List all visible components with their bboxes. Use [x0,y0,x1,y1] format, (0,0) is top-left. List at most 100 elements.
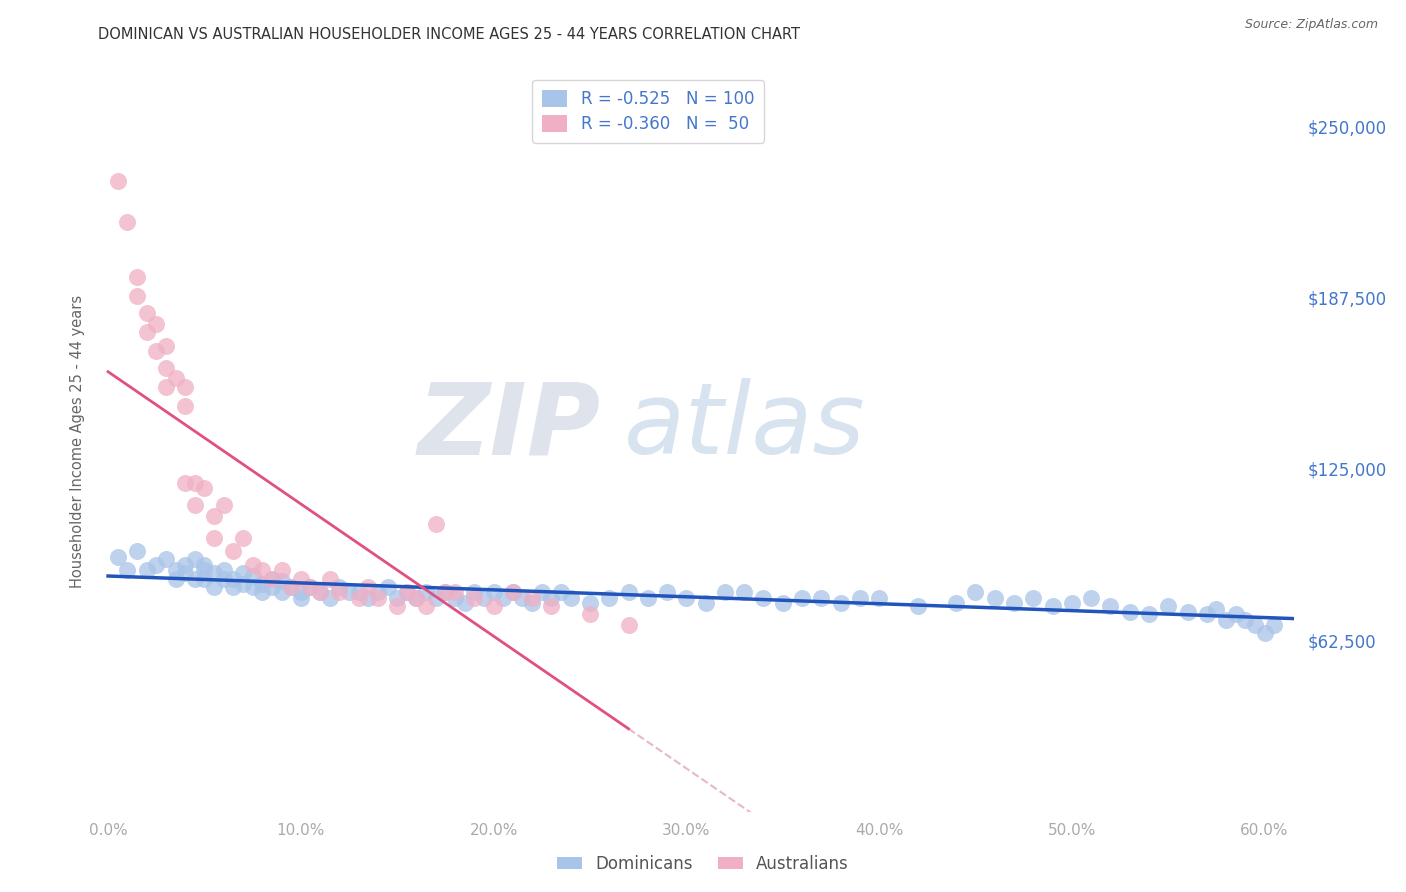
Point [328,585,350,599]
Point [347,591,370,605]
Point [965,585,987,599]
Point [155,338,177,352]
Point [560,591,582,605]
Point [425,516,447,531]
Point [1022,591,1045,605]
Point [1080,591,1102,605]
Point [232,566,254,581]
Point [1099,599,1122,613]
Point [270,574,292,589]
Point [675,591,697,605]
Point [232,531,254,545]
Point [145,558,167,572]
Point [1215,613,1237,627]
Point [252,585,274,599]
Point [849,591,872,605]
Point [212,572,235,586]
Point [337,585,360,599]
Point [155,380,177,394]
Point [260,572,283,586]
Point [444,585,467,599]
Point [117,563,139,577]
Point [165,371,187,385]
Point [579,596,602,610]
Point [242,569,264,583]
Point [415,599,437,613]
Point [1157,599,1180,613]
Point [145,344,167,359]
Point [145,317,167,331]
Point [434,585,457,599]
Point [107,549,129,564]
Point [1177,605,1199,619]
Point [357,580,380,594]
Point [125,544,148,558]
Point [184,572,207,586]
Point [405,591,427,605]
Point [395,585,418,599]
Point [184,498,207,512]
Point [165,572,187,586]
Point [125,289,148,303]
Point [1060,596,1083,610]
Point [202,531,225,545]
Point [155,552,177,566]
Point [184,475,207,490]
Point [617,618,640,632]
Point [945,596,967,610]
Point [907,599,929,613]
Point [202,508,225,523]
Point [232,577,254,591]
Point [637,591,659,605]
Point [444,591,467,605]
Point [415,585,437,599]
Point [1042,599,1064,613]
Point [290,585,312,599]
Point [655,585,678,599]
Point [1137,607,1160,622]
Point [280,580,302,594]
Point [520,591,543,605]
Point [472,591,495,605]
Point [347,585,370,599]
Point [1234,613,1257,627]
Point [790,591,813,605]
Point [377,580,399,594]
Point [1253,626,1275,640]
Point [260,580,283,594]
Point [512,591,534,605]
Point [1118,605,1140,619]
Point [617,585,640,599]
Point [502,585,524,599]
Point [193,563,215,577]
Point [830,596,852,610]
Point [405,591,427,605]
Point [174,380,197,394]
Legend: R = -0.525   N = 100, R = -0.360   N =  50: R = -0.525 N = 100, R = -0.360 N = 50 [533,79,763,143]
Point [222,544,245,558]
Point [482,599,505,613]
Point [1244,618,1267,632]
Point [155,360,177,375]
Point [1195,607,1218,622]
Text: Source: ZipAtlas.com: Source: ZipAtlas.com [1244,18,1378,31]
Point [280,580,302,594]
Point [714,585,737,599]
Point [328,580,350,594]
Point [385,599,409,613]
Point [319,591,342,605]
Point [425,591,447,605]
Point [222,580,245,594]
Point [290,591,312,605]
Point [299,580,322,594]
Point [193,481,215,495]
Point [1263,618,1285,632]
Y-axis label: Householder Income Ages 25 - 44 years: Householder Income Ages 25 - 44 years [69,295,84,588]
Point [212,498,235,512]
Point [270,563,292,577]
Point [1205,602,1227,616]
Point [202,580,225,594]
Point [260,572,283,586]
Legend: Dominicans, Australians: Dominicans, Australians [550,848,856,880]
Point [309,585,332,599]
